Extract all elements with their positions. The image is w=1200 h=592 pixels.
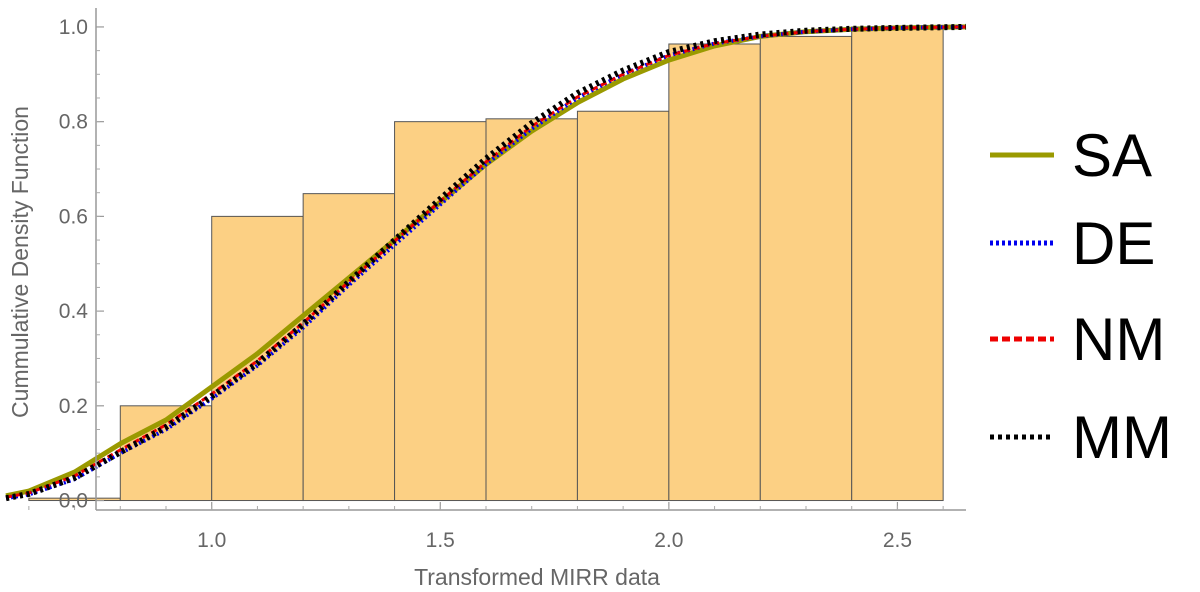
y-tick-label: 0.4: [59, 300, 89, 323]
y-tick-label: 0.6: [59, 205, 88, 228]
y-tick-label: 0.8: [59, 111, 88, 134]
legend-item-sa: SA: [990, 122, 1152, 189]
legend-item-mm: MM: [990, 404, 1172, 471]
x-tick-label: 1.5: [426, 529, 455, 552]
series-line-de: [5, 24, 967, 501]
x-axis-title: Transformed MIRR data: [414, 564, 660, 590]
x-tick-label: 1.0: [197, 529, 226, 552]
legend-item-de: DE: [990, 210, 1155, 277]
legend: SA DE NM MM: [990, 122, 1172, 471]
x-tick-label: 2.0: [654, 529, 683, 552]
legend-label: NM: [1072, 306, 1165, 373]
legend-label: SA: [1072, 122, 1152, 189]
histogram-bar: [668, 43, 761, 502]
y-axis-title: Cummulative Density Function: [7, 106, 33, 418]
legend-label: DE: [1072, 210, 1155, 277]
histogram-bar: [576, 110, 670, 502]
axes: [95, 8, 966, 511]
y-tick-label: 1.0: [59, 16, 88, 39]
y-tick-label: 0.0: [59, 490, 88, 513]
legend-item-nm: NM: [990, 306, 1165, 373]
tick-marks: 1.0 1.5 2.0 2.5 0.0 0.2 0.4 0.6 0.8 1.0: [28, 16, 944, 552]
histogram-bar: [759, 35, 853, 502]
histogram-bar: [485, 118, 578, 502]
x-tick-label: 2.5: [883, 529, 912, 552]
cdf-lines: [5, 23, 967, 502]
histogram-bar: [851, 26, 944, 502]
y-tick-label: 0.2: [59, 395, 88, 418]
histogram-bars: [28, 26, 944, 502]
histogram-bar: [394, 121, 487, 502]
histogram-bar: [302, 193, 396, 502]
histogram-bar: [211, 215, 304, 502]
legend-label: MM: [1072, 404, 1172, 471]
